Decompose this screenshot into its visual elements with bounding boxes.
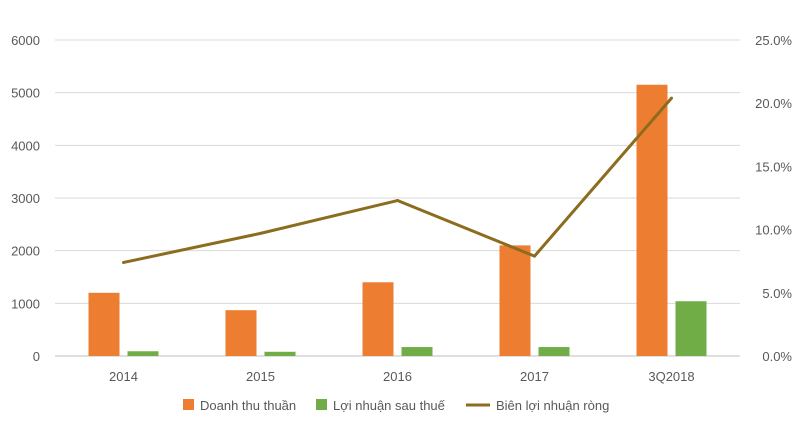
y-left-tick-label: 1000 — [11, 296, 40, 311]
right-axis: 0.0% 5.0% 10.0% 15.0% 20.0% 25.0% — [755, 33, 792, 364]
y-right-tick-label: 25.0% — [755, 33, 792, 48]
line-point — [259, 231, 262, 235]
bar-doanh-thu — [88, 292, 120, 356]
x-tick-label: 2015 — [246, 369, 275, 384]
legend-item: Doanh thu thuần — [183, 398, 296, 413]
bars — [88, 84, 707, 357]
y-left-tick-label: 6000 — [11, 33, 40, 48]
gridlines — [55, 39, 740, 357]
bar-loi-nhuan — [675, 301, 707, 356]
legend-item: Lợi nhuận sau thuế — [316, 398, 446, 413]
legend-item: Biên lợi nhuận ròng — [466, 398, 609, 413]
bar-doanh-thu — [636, 84, 668, 357]
line-point — [122, 260, 125, 264]
bar-doanh-thu — [225, 310, 257, 356]
line-point — [533, 254, 536, 258]
left-axis: 0 1000 2000 3000 4000 5000 6000 — [11, 33, 40, 364]
y-left-tick-label: 4000 — [11, 138, 40, 153]
line-series — [122, 96, 673, 264]
legend-label: Biên lợi nhuận ròng — [496, 398, 609, 413]
legend: Doanh thu thuần Lợi nhuận sau thuế Biên lợ… — [183, 398, 609, 413]
x-tick-label: 3Q2018 — [648, 369, 694, 384]
x-tick-label: 2014 — [109, 369, 138, 384]
legend-swatch — [316, 399, 327, 410]
line-bien-loi-nhuan — [123, 97, 673, 264]
bar-loi-nhuan — [538, 347, 570, 356]
legend-swatch — [183, 399, 194, 410]
y-left-tick-label: 5000 — [11, 86, 40, 101]
bar-loi-nhuan — [127, 351, 159, 356]
line-point — [396, 199, 399, 203]
y-right-tick-label: 5.0% — [762, 286, 792, 301]
y-right-tick-label: 10.0% — [755, 223, 792, 238]
y-right-tick-label: 0.0% — [762, 349, 792, 364]
y-left-tick-label: 3000 — [11, 191, 40, 206]
y-right-tick-label: 20.0% — [755, 96, 792, 111]
y-left-tick-label: 0 — [33, 349, 40, 364]
y-right-tick-label: 15.0% — [755, 159, 792, 174]
bar-doanh-thu — [499, 245, 531, 356]
x-axis: 2014 2015 2016 2017 3Q2018 — [109, 369, 695, 384]
legend-label: Doanh thu thuần — [200, 398, 296, 413]
bar-loi-nhuan — [401, 347, 433, 356]
legend-label: Lợi nhuận sau thuế — [333, 398, 446, 413]
x-tick-label: 2016 — [383, 369, 412, 384]
bar-doanh-thu — [362, 282, 394, 356]
y-left-tick-label: 2000 — [11, 244, 40, 259]
x-tick-label: 2017 — [520, 369, 549, 384]
bar-loi-nhuan — [264, 351, 296, 356]
line-point — [670, 96, 673, 100]
